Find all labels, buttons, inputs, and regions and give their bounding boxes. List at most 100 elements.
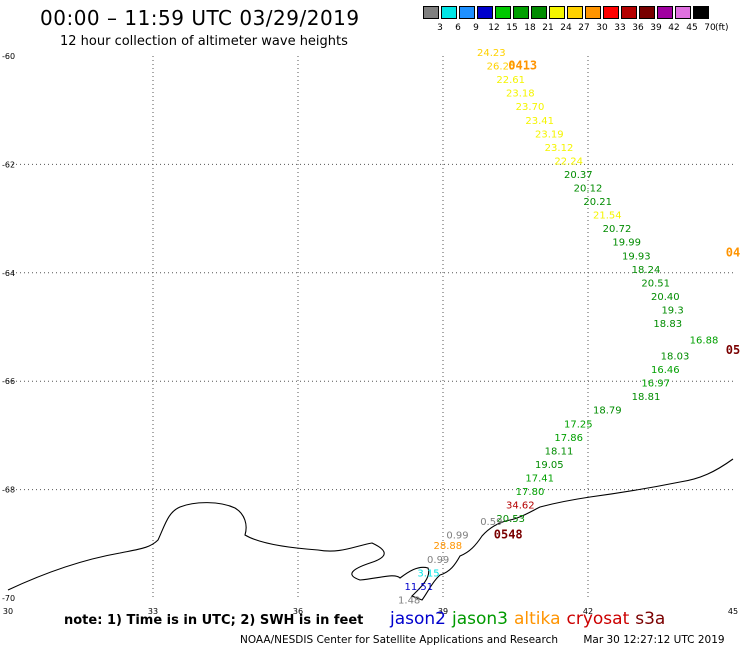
wave-height-value: 16.97: [641, 379, 670, 390]
generated-timestamp: Mar 30 12:27:12 UTC 2019: [583, 634, 725, 646]
wave-height-value: 18.83: [653, 319, 682, 330]
x-tick-label: 45: [728, 607, 738, 616]
wave-height-value: 20.51: [641, 278, 670, 289]
legend-label: 33: [614, 23, 626, 33]
wave-height-value: 20.21: [583, 197, 612, 208]
wave-height-value: 19.05: [535, 460, 564, 471]
legend-swatch: [549, 6, 565, 19]
wave-height-value: 0.99: [427, 555, 449, 566]
pass-time-label: 0548: [494, 527, 523, 541]
wave-height-value: 24.23: [477, 48, 506, 59]
wave-height-value: 17.80: [516, 487, 545, 498]
pass-time-label: 0548: [726, 343, 740, 357]
wave-height-value: 20.40: [651, 292, 680, 303]
legend-swatch: [513, 6, 529, 19]
legend-swatch: [423, 6, 439, 19]
legend-label: 12: [488, 23, 500, 33]
wave-height-value: 22.61: [496, 75, 525, 86]
legend-swatch: [441, 6, 457, 19]
legend-swatch: [459, 6, 475, 19]
legend-swatch: [693, 6, 709, 19]
wave-height-value: 22.24: [554, 156, 583, 167]
satellite-name: cryosat: [566, 609, 630, 629]
satellite-legend: jason2 jason3 altika cryosat s3a: [390, 609, 671, 629]
map-grid: [8, 56, 733, 598]
y-tick-label: -68: [2, 486, 15, 495]
satellite-name: jason2: [390, 609, 446, 629]
satellite-name: s3a: [635, 609, 666, 629]
legend-label: 24: [560, 23, 572, 33]
wave-height-value: 20.72: [603, 224, 632, 235]
wave-height-values: 24.23 26.25 22.61 23.18 23.70 23.41 23.19 23.12…: [398, 48, 718, 606]
y-tick-label: -60: [2, 52, 15, 61]
wave-height-value: 20.37: [564, 170, 593, 181]
wave-height-value: 3.15: [417, 568, 439, 579]
wave-height-value: 28.88: [434, 541, 463, 552]
wave-height-value: 1.48: [398, 595, 420, 606]
legend-swatch: [567, 6, 583, 19]
legend-label: 3: [437, 23, 443, 33]
legend-label: 15: [506, 23, 518, 33]
wave-height-value: 18.24: [632, 265, 661, 276]
wave-height-value: 19.3: [661, 305, 683, 316]
wave-height-value: 11.51: [405, 582, 434, 593]
wave-height-value: 23.18: [506, 89, 535, 100]
y-tick-label: -70: [2, 594, 15, 603]
legend-swatch: [621, 6, 637, 19]
footer-note: note: 1) Time is in UTC; 2) SWH is in fe…: [64, 613, 364, 628]
wave-height-value: 16.46: [651, 365, 680, 376]
pass-time-label: 0413: [508, 59, 537, 73]
legend-label: 30: [596, 23, 608, 33]
wave-height-value: 17.41: [525, 473, 554, 484]
wave-height-value: 17.25: [564, 419, 593, 430]
legend-swatch: [477, 6, 493, 19]
wave-height-value: 18.81: [632, 392, 661, 403]
x-tick-label: 36: [293, 607, 303, 616]
y-tick-label: -62: [2, 160, 15, 169]
wave-height-value: 21.54: [593, 211, 622, 222]
legend-units: (ft): [715, 23, 729, 33]
wave-height-value: 18.11: [545, 446, 574, 457]
legend-swatch: [657, 6, 673, 19]
y-tick-label: -66: [2, 377, 15, 386]
axis-ticks: -60 -62 -64 -66 -68 -70 30 33 36 39 42 45: [2, 52, 738, 616]
legend-label: 39: [650, 23, 662, 33]
map-subtitle: 12 hour collection of altimeter wave hei…: [60, 34, 348, 49]
x-tick-label: 33: [148, 607, 158, 616]
wave-height-value: 18.79: [593, 406, 622, 417]
antarctic-coastline: [7, 458, 734, 601]
credit-text: NOAA/NESDIS Center for Satellite Applica…: [240, 634, 558, 646]
legend-swatch: [603, 6, 619, 19]
legend-swatch: [639, 6, 655, 19]
credit-line: NOAA/NESDIS Center for Satellite Applica…: [240, 634, 725, 646]
wave-height-value: 19.99: [612, 238, 641, 249]
wave-height-value: 20.12: [574, 184, 603, 195]
x-tick-label: 30: [3, 607, 13, 616]
wave-height-value: 23.12: [545, 143, 574, 154]
wave-height-value: 20.53: [496, 514, 525, 525]
legend-label: 27: [578, 23, 590, 33]
wave-height-value: 0.99: [446, 530, 468, 541]
legend-swatch: [531, 6, 547, 19]
wave-height-value: 0.59: [480, 517, 502, 528]
wave-height-value: 23.19: [535, 129, 564, 140]
legend-label: 21: [542, 23, 554, 33]
y-tick-label: -64: [2, 269, 15, 278]
legend-swatch: [675, 6, 691, 19]
wave-height-value: 17.86: [554, 433, 583, 444]
legend-label: 18: [524, 23, 536, 33]
satellite-name: altika: [514, 609, 561, 629]
wave-height-value: 26.25: [487, 62, 516, 73]
pass-time-label: 0413: [726, 246, 740, 260]
legend-label: 45: [686, 23, 698, 33]
legend-label: 9: [473, 23, 479, 33]
legend-label: 36: [632, 23, 644, 33]
wave-height-value: 19.93: [622, 251, 651, 262]
legend-label: 42: [668, 23, 680, 33]
map-title: 00:00 – 11:59 UTC 03/29/2019: [40, 6, 360, 30]
wave-height-value: 18.03: [661, 352, 690, 363]
satellite-name: jason3: [452, 609, 508, 629]
wave-height-value: 23.41: [525, 116, 554, 127]
x-tick-label: 42: [583, 607, 593, 616]
